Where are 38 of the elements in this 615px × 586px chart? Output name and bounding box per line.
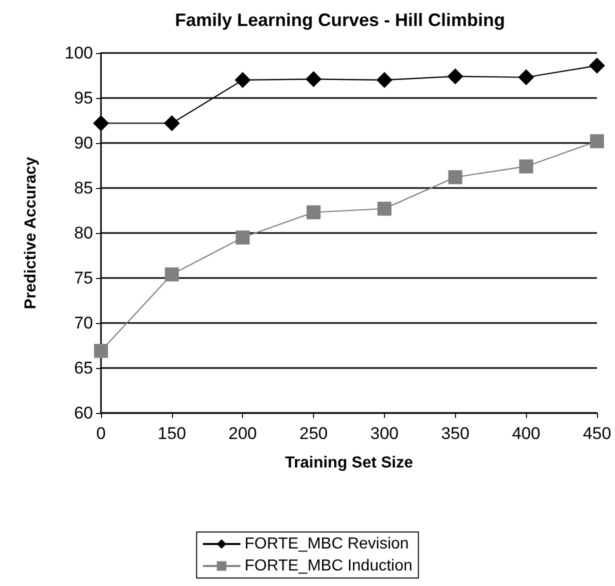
point	[589, 58, 605, 74]
point	[376, 72, 392, 88]
point	[234, 72, 251, 88]
legend-label: FORTE_MBC Induction	[244, 558, 412, 574]
x-tick-label: 300	[370, 424, 399, 443]
y-tick-label: 100	[64, 44, 93, 62]
point	[164, 115, 180, 132]
y-tick-label: 60	[74, 404, 93, 422]
x-tick-label: 250	[299, 424, 328, 443]
x-tick-label: 200	[228, 424, 257, 443]
point	[448, 170, 462, 184]
point	[447, 68, 464, 84]
x-axis-title: Training Set Size	[284, 454, 414, 472]
point	[377, 202, 392, 216]
y-axis-title: Predictive Accuracy	[22, 156, 40, 310]
y-tick-label: 95	[74, 88, 93, 108]
point	[306, 71, 322, 88]
point	[94, 344, 108, 358]
chart-title: Family Learning Curves - Hill Climbing	[174, 10, 506, 30]
x-tick-label: 400	[512, 424, 540, 443]
x-tick-label: 150	[158, 424, 186, 443]
point	[164, 267, 179, 282]
y-tick-label: 70	[74, 314, 93, 332]
x-tick-label: 350	[441, 424, 470, 443]
point	[236, 230, 250, 244]
point	[519, 159, 534, 174]
point	[590, 134, 604, 148]
y-tick-label: 65	[74, 358, 93, 378]
y-tick-label: 85	[74, 178, 93, 198]
point	[306, 205, 321, 220]
y-tick-label: 75	[74, 268, 93, 288]
x-tick-label: 0	[96, 424, 106, 443]
legend-label: FORTE_MBC Revision	[244, 536, 409, 552]
x-tick-label: 450	[582, 424, 612, 443]
point	[93, 115, 109, 132]
y-tick-label: 90	[74, 134, 93, 152]
y-tick-label: 80	[74, 224, 93, 242]
point	[518, 69, 534, 86]
